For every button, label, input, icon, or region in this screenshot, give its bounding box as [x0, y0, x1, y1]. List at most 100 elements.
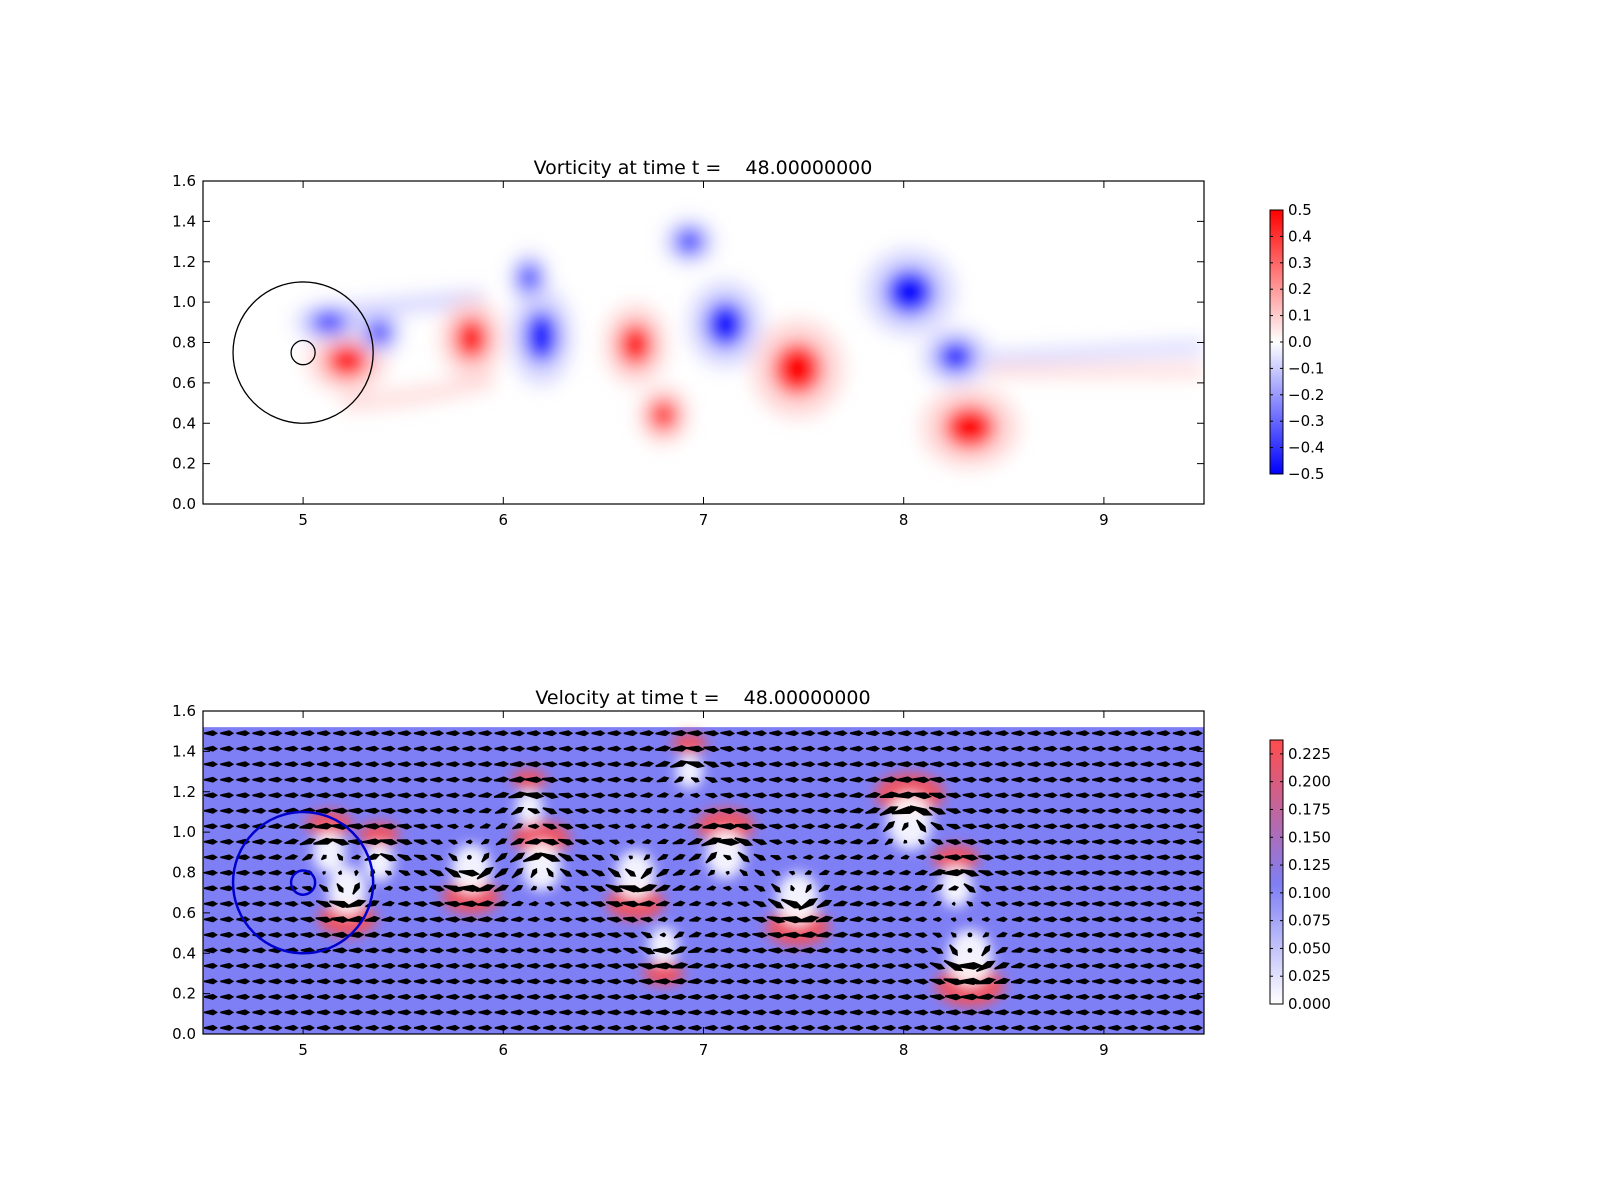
quiver-arrow: [430, 993, 445, 1000]
quiver-arrow: [623, 993, 639, 1000]
quiver-arrow: [1092, 776, 1107, 783]
quiver-arrow: [509, 761, 526, 768]
quiver-arrow: [1140, 807, 1155, 814]
quiver-arrow: [1140, 730, 1155, 737]
quiver-arrow: [950, 932, 957, 938]
colorbar-tick-label: 0.100: [1288, 884, 1331, 902]
quiver-arrow: [982, 932, 990, 938]
quiver-arrow: [316, 745, 332, 752]
quiver-arrow: [332, 792, 348, 799]
quiver-arrow: [1011, 730, 1026, 737]
quiver-arrow: [624, 823, 637, 830]
quiver-arrow: [833, 978, 848, 985]
quiver-arrow: [591, 916, 606, 923]
quiver-arrow: [284, 1024, 299, 1031]
quiver-arrow: [656, 869, 670, 878]
quiver-arrow: [494, 947, 509, 954]
quiver-arrow: [685, 745, 705, 753]
colorbar-tick-label: −0.5: [1288, 465, 1324, 483]
quiver-arrow: [1059, 745, 1074, 752]
quiver-arrow: [850, 838, 864, 845]
quiver-arrow: [929, 994, 946, 1001]
quiver-arrow: [849, 900, 864, 907]
quiver-arrow: [204, 900, 218, 907]
quiver-arrow: [1027, 978, 1042, 985]
quiver-arrow: [1172, 885, 1187, 892]
quiver-arrow: [446, 947, 461, 954]
quiver-arrow: [623, 932, 638, 939]
quiver-arrow: [995, 730, 1010, 737]
quiver-arrow: [1124, 1009, 1139, 1016]
quiver-arrow: [268, 792, 283, 799]
quiver-arrow: [413, 745, 428, 752]
quiver-arrow: [1140, 761, 1155, 768]
quiver-arrow: [963, 883, 976, 893]
quiver-arrow: [607, 963, 622, 970]
quiver-arrow: [1043, 838, 1058, 845]
quiver-arrow: [365, 978, 380, 985]
quiver-arrow: [849, 730, 864, 737]
quiver-arrow: [575, 901, 590, 908]
quiver-arrow: [1156, 854, 1171, 861]
quiver-arrow: [527, 1024, 541, 1031]
quiver-arrow: [752, 761, 768, 768]
quiver-arrow: [914, 869, 929, 876]
quiver-arrow: [608, 807, 622, 814]
wake-upper: [983, 338, 1204, 367]
quiver-arrow: [204, 854, 218, 861]
quiver-arrow: [203, 776, 219, 783]
quiver-arrow: [929, 962, 946, 970]
quiver-arrow: [1156, 978, 1171, 985]
positive-vortex: [773, 343, 822, 395]
quiver-arrow: [397, 962, 412, 969]
quiver-arrow: [413, 962, 428, 969]
quiver-arrow: [752, 978, 768, 985]
quiver-arrow: [914, 994, 929, 1001]
quiver-arrow: [834, 869, 848, 876]
quiver-arrow: [1011, 1009, 1026, 1016]
quiver-arrow: [1156, 761, 1171, 768]
quiver-arrow: [816, 899, 833, 909]
quiver-arrow: [898, 730, 913, 737]
quiver-arrow: [1027, 730, 1042, 737]
quiver-arrow: [930, 854, 945, 861]
quiver-arrow: [1076, 730, 1090, 737]
quiver-arrow: [656, 807, 670, 814]
quiver-arrow: [268, 776, 283, 783]
quiver-arrow: [560, 885, 572, 892]
quiver-arrow: [524, 838, 543, 845]
quiver-arrow: [687, 978, 704, 985]
quiver-arrow: [522, 852, 545, 863]
quiver-arrow: [866, 822, 880, 830]
quiver-arrow: [929, 978, 946, 986]
quiver-arrow: [914, 947, 929, 954]
quiver-arrow: [541, 792, 559, 800]
x-tick-label: 6: [499, 511, 509, 529]
quiver-arrow: [715, 838, 741, 846]
quiver-arrow: [494, 1024, 509, 1031]
quiver-arrow: [995, 823, 1010, 830]
colorbar-tick-label: 0.4: [1288, 227, 1312, 245]
quiver-arrow: [1075, 978, 1091, 985]
quiver-arrow: [461, 916, 478, 923]
quiver-arrow: [413, 839, 428, 846]
y-tick-label: 1.0: [172, 823, 196, 841]
quiver-arrow: [704, 931, 719, 938]
quiver-arrow: [1156, 745, 1171, 752]
quiver-arrow: [413, 1009, 428, 1016]
quiver-arrow: [1124, 962, 1139, 969]
quiver-arrow: [962, 745, 977, 752]
quiver-arrow: [882, 900, 897, 907]
quiver-arrow: [752, 993, 768, 1000]
quiver-arrow: [1140, 869, 1155, 876]
quiver-arrow: [960, 993, 980, 1001]
quiver-arrow: [1124, 978, 1139, 985]
quiver-arrow: [591, 776, 606, 783]
quiver-arrow: [1092, 993, 1107, 1000]
quiver-arrow: [670, 760, 689, 768]
quiver-arrow: [834, 838, 848, 845]
quiver-arrow: [624, 868, 637, 877]
quiver-arrow: [960, 869, 980, 877]
vorticity-panel: Vorticity at time t = 48.00000000 5 6 7 8 9 0…: [172, 157, 1324, 529]
quiver-arrow: [236, 776, 251, 783]
